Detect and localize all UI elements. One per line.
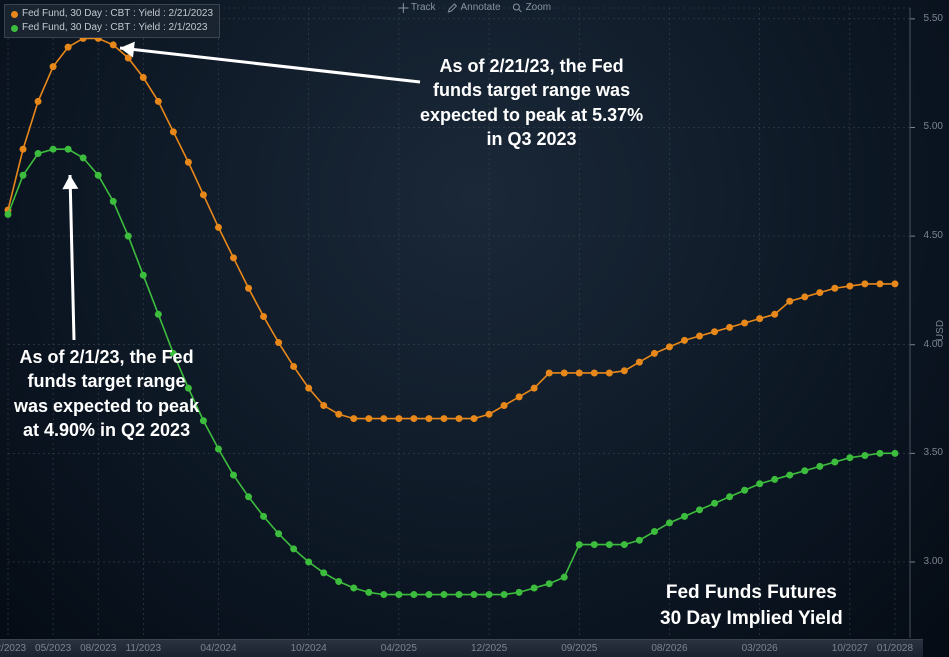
toolbar-label: Annotate bbox=[461, 2, 501, 13]
x-tick-label: 08/2026 bbox=[651, 643, 687, 654]
annotation-top: As of 2/21/23, the Fedfunds target range… bbox=[420, 54, 643, 151]
track-button[interactable]: Track bbox=[398, 2, 436, 13]
x-tick-label: 09/2025 bbox=[561, 643, 597, 654]
chart-title: Fed Funds Futures30 Day Implied Yield bbox=[660, 580, 843, 631]
legend-label: Fed Fund, 30 Day : CBT : Yield : 2/21/20… bbox=[22, 7, 213, 21]
y-tick-label: 4.00 bbox=[924, 339, 943, 350]
chart-legend: Fed Fund, 30 Day : CBT : Yield : 2/21/20… bbox=[4, 4, 220, 38]
magnifier-icon bbox=[513, 3, 523, 13]
annotate-button[interactable]: Annotate bbox=[448, 2, 501, 13]
y-tick-label: 5.00 bbox=[924, 121, 943, 132]
pencil-icon bbox=[448, 3, 458, 13]
toolbar-label: Zoom bbox=[526, 2, 552, 13]
y-tick-label: 5.50 bbox=[924, 13, 943, 24]
x-tick-label: 08/2023 bbox=[80, 643, 116, 654]
legend-label: Fed Fund, 30 Day : CBT : Yield : 2/1/202… bbox=[22, 21, 207, 35]
legend-row: Fed Fund, 30 Day : CBT : Yield : 2/21/20… bbox=[11, 7, 213, 21]
x-tick-label: 03/2026 bbox=[742, 643, 778, 654]
x-tick-label: 12/2025 bbox=[471, 643, 507, 654]
x-tick-label: 04/2025 bbox=[381, 643, 417, 654]
toolbar-label: Track bbox=[411, 2, 436, 13]
legend-dot-orange bbox=[11, 11, 18, 18]
x-tick-label: 02/2023 bbox=[0, 643, 26, 654]
legend-dot-green bbox=[11, 25, 18, 32]
crosshair-icon bbox=[398, 3, 408, 13]
y-tick-label: 4.50 bbox=[924, 230, 943, 241]
legend-row: Fed Fund, 30 Day : CBT : Yield : 2/1/202… bbox=[11, 21, 213, 35]
x-tick-label: 10/2024 bbox=[291, 643, 327, 654]
x-tick-label: 01/2028 bbox=[877, 643, 913, 654]
x-tick-label: 10/2027 bbox=[832, 643, 868, 654]
chart-toolbar: Track Annotate Zoom bbox=[398, 2, 551, 13]
annotation-left: As of 2/1/23, the Fedfunds target rangew… bbox=[14, 345, 199, 442]
y-tick-label: 3.00 bbox=[924, 556, 943, 567]
x-tick-label: 11/2023 bbox=[126, 643, 161, 654]
zoom-button[interactable]: Zoom bbox=[513, 2, 552, 13]
x-tick-label: 05/2023 bbox=[35, 643, 71, 654]
y-tick-label: 3.50 bbox=[924, 447, 943, 458]
x-tick-label: 04/2024 bbox=[200, 643, 236, 654]
